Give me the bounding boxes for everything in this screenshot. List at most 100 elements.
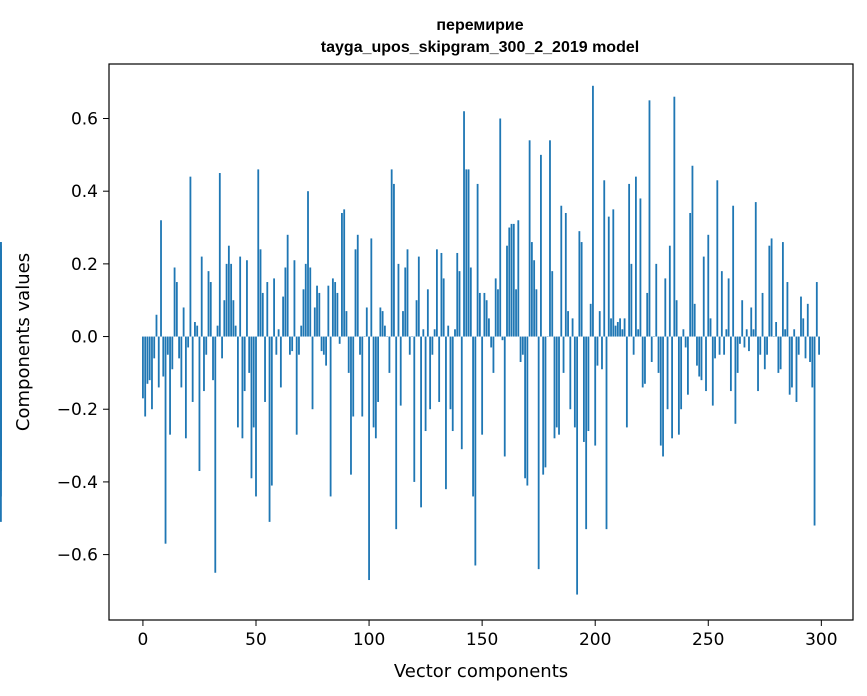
bar — [619, 318, 621, 337]
bar — [759, 336, 762, 355]
bars-group — [0, 85, 820, 595]
bar — [630, 263, 633, 337]
bar — [528, 140, 531, 337]
bar — [144, 336, 147, 417]
bar — [429, 336, 432, 410]
bar — [763, 336, 766, 370]
bar — [187, 336, 190, 348]
bar — [598, 311, 601, 337]
bar — [390, 169, 393, 337]
bar — [673, 96, 676, 337]
bar — [718, 336, 721, 355]
bar — [725, 329, 728, 337]
y-tick-label: −0.2 — [57, 400, 98, 420]
bar — [551, 271, 554, 337]
bar — [232, 300, 235, 337]
bar — [248, 336, 251, 373]
bar — [216, 325, 219, 337]
bar — [800, 296, 802, 337]
bar — [329, 336, 332, 497]
bar — [264, 336, 266, 402]
bar — [331, 278, 334, 337]
bar — [748, 336, 750, 352]
bar — [153, 336, 156, 359]
bar — [573, 336, 576, 428]
bar — [191, 336, 194, 402]
bar — [802, 318, 805, 337]
bar — [483, 292, 486, 337]
bar — [356, 234, 359, 337]
bar — [544, 336, 547, 468]
bar — [164, 336, 167, 544]
y-tick-label: 0.4 — [71, 182, 98, 202]
bar — [420, 336, 422, 508]
bar — [485, 300, 488, 337]
bar — [696, 336, 698, 366]
bar — [225, 263, 228, 337]
bar — [241, 336, 244, 439]
bar — [754, 202, 757, 337]
bar — [797, 336, 800, 355]
bar — [655, 263, 658, 337]
bar — [675, 300, 678, 337]
bar — [322, 336, 325, 355]
bar — [648, 100, 651, 337]
bar — [395, 336, 398, 530]
bar — [175, 282, 178, 337]
bar — [791, 336, 793, 388]
plot-frame — [108, 63, 854, 621]
bar — [508, 227, 511, 337]
bar — [237, 336, 239, 428]
bar — [408, 336, 411, 355]
bar — [431, 336, 434, 355]
bar — [214, 336, 217, 573]
bar — [286, 234, 289, 337]
bar — [270, 336, 273, 486]
bar — [162, 336, 165, 377]
bar — [596, 336, 599, 366]
bar — [359, 336, 361, 355]
bar — [784, 329, 787, 337]
bar — [243, 336, 246, 392]
bar — [813, 336, 816, 526]
bar — [311, 336, 314, 410]
bar — [307, 191, 309, 337]
bar — [662, 336, 664, 457]
bar — [207, 271, 210, 337]
bar — [325, 336, 327, 366]
bar — [687, 336, 689, 395]
bar — [406, 249, 409, 337]
bar — [259, 249, 262, 337]
bar — [521, 336, 524, 355]
chart-subtitle: tayga_upos_skipgram_300_2_2019 model — [321, 39, 639, 56]
bar — [519, 336, 522, 362]
bar — [361, 336, 364, 417]
bar — [621, 329, 624, 337]
bar — [370, 238, 373, 337]
bar — [142, 336, 144, 399]
bar — [739, 336, 741, 344]
bar — [316, 285, 318, 337]
bar — [750, 307, 753, 337]
bar — [148, 336, 151, 381]
bar — [417, 256, 420, 337]
bar — [415, 300, 418, 337]
bar — [341, 212, 343, 337]
bar — [729, 336, 732, 392]
bar — [582, 336, 585, 442]
bar — [252, 336, 255, 428]
bar — [255, 336, 257, 497]
bar — [562, 336, 565, 373]
bar — [0, 336, 2, 472]
bar — [474, 336, 477, 566]
bar — [501, 336, 504, 341]
bar — [381, 311, 384, 337]
bar — [320, 336, 323, 352]
bar — [334, 282, 337, 337]
bar — [291, 336, 294, 352]
bar — [313, 307, 316, 337]
bar — [155, 314, 158, 337]
bar — [770, 238, 773, 337]
bar — [700, 336, 703, 381]
bar — [741, 300, 744, 337]
